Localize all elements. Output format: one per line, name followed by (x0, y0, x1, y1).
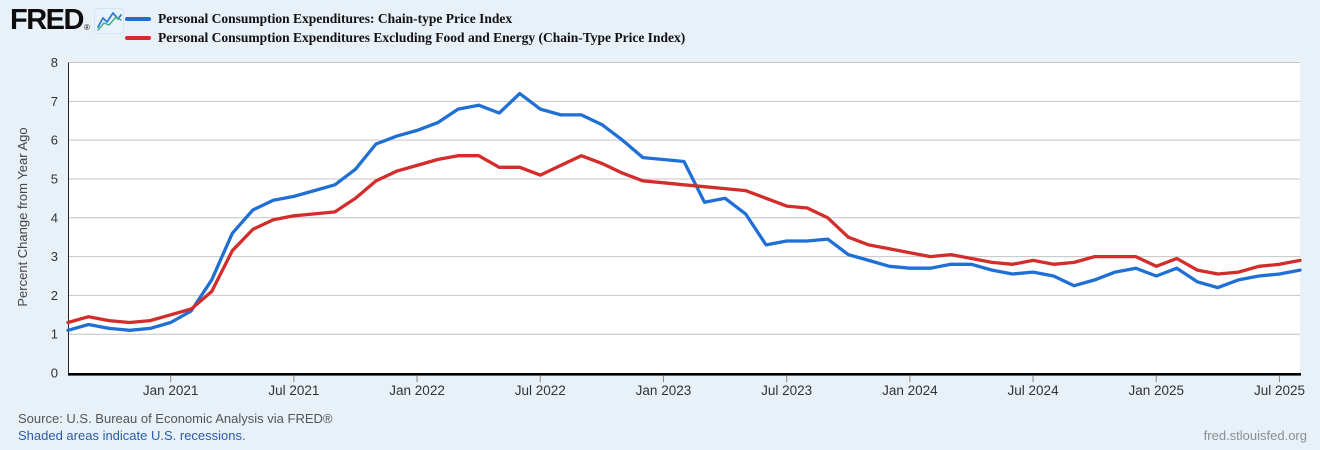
header: FRED ® Personal Consumption Expenditures:… (0, 0, 1320, 52)
source-note: Source: U.S. Bureau of Economic Analysis… (18, 411, 333, 426)
legend-label-core-pce: Personal Consumption Expenditures Exclud… (158, 29, 686, 45)
y-tick-label: 1 (51, 327, 58, 342)
line-chart-squiggle-icon (93, 8, 124, 34)
series-line-core-pce (66, 154, 1302, 325)
x-tick-label: Jan 2023 (636, 383, 692, 398)
x-tick-label: Jan 2022 (389, 383, 445, 398)
x-tick-label: Jul 2022 (515, 383, 566, 398)
fred-logo-text: FRED (10, 4, 84, 36)
y-tick-label: 0 (51, 366, 58, 381)
site-url: fred.stlouisfed.org (1203, 428, 1307, 443)
y-tick-label: 7 (51, 94, 58, 109)
legend-item-core-pce: Personal Consumption Expenditures Exclud… (125, 28, 685, 47)
x-tick-label: Jul 2021 (268, 383, 319, 398)
legend: Personal Consumption Expenditures: Chain… (125, 9, 685, 47)
y-tick-label: 2 (51, 288, 58, 303)
fred-logo-registered-mark: ® (83, 23, 90, 32)
x-tick-label: Jan 2025 (1128, 383, 1184, 398)
x-tick-label: Jul 2025 (1254, 383, 1305, 398)
y-axis-title: Percent Change from Year Ago (15, 127, 30, 307)
y-tick-label: 5 (51, 171, 58, 186)
y-tick-label: 6 (51, 133, 58, 148)
y-tick-label: 4 (51, 210, 58, 225)
recession-note-link[interactable]: Shaded areas indicate U.S. recessions. (18, 428, 246, 443)
series-line-pce (66, 91, 1302, 332)
y-tick-label: 3 (51, 249, 58, 264)
x-tick-label: Jan 2021 (143, 383, 199, 398)
fred-logo: FRED ® (10, 5, 124, 35)
legend-swatch-blue (125, 16, 151, 21)
legend-item-pce: Personal Consumption Expenditures: Chain… (125, 9, 685, 28)
y-tick-label: 8 (51, 55, 58, 70)
x-tick-label: Jul 2023 (761, 383, 812, 398)
legend-label-pce: Personal Consumption Expenditures: Chain… (158, 10, 513, 26)
x-tick-label: Jan 2024 (882, 383, 938, 398)
x-tick-label: Jul 2024 (1008, 383, 1060, 398)
x-axis-line (68, 373, 1301, 376)
legend-swatch-red (125, 35, 151, 40)
